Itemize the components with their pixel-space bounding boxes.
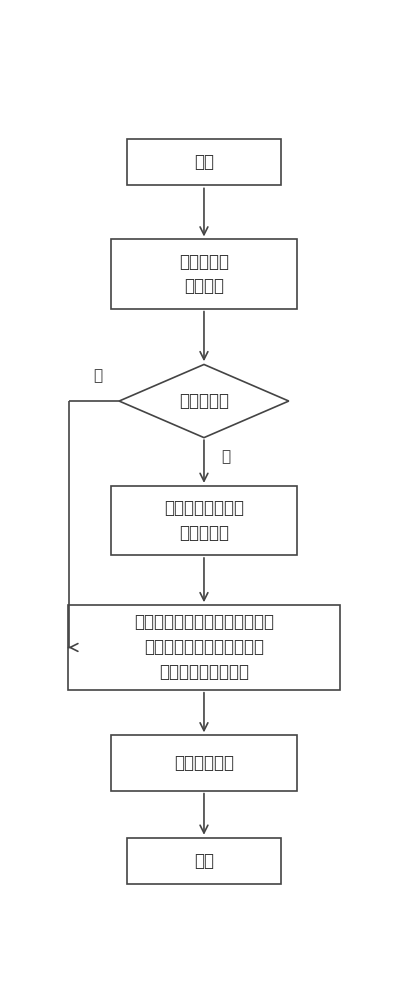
FancyBboxPatch shape <box>127 139 281 185</box>
Text: 交流信号？: 交流信号？ <box>179 392 229 410</box>
Text: 选取所需的
波形曲线: 选取所需的 波形曲线 <box>179 252 229 296</box>
Text: 是: 是 <box>221 449 230 464</box>
FancyBboxPatch shape <box>111 486 297 555</box>
Text: 计算瞬态参数: 计算瞬态参数 <box>174 754 234 772</box>
FancyBboxPatch shape <box>111 239 297 309</box>
Text: 结束: 结束 <box>194 852 214 870</box>
Text: 否: 否 <box>93 368 102 383</box>
Text: 绘制交流信号的峰
値包络曲线: 绘制交流信号的峰 値包络曲线 <box>164 499 244 542</box>
FancyBboxPatch shape <box>68 605 339 690</box>
Text: 开始: 开始 <box>194 153 214 171</box>
Text: 捕获瞬态变化时、出现瞬态变化
的最値时、恢复稳定运行时
的瞬时値及对应时刻: 捕获瞬态变化时、出现瞬态变化 的最値时、恢复稳定运行时 的瞬时値及对应时刻 <box>134 613 274 681</box>
FancyBboxPatch shape <box>127 838 281 884</box>
FancyBboxPatch shape <box>111 735 297 791</box>
Polygon shape <box>119 364 289 438</box>
